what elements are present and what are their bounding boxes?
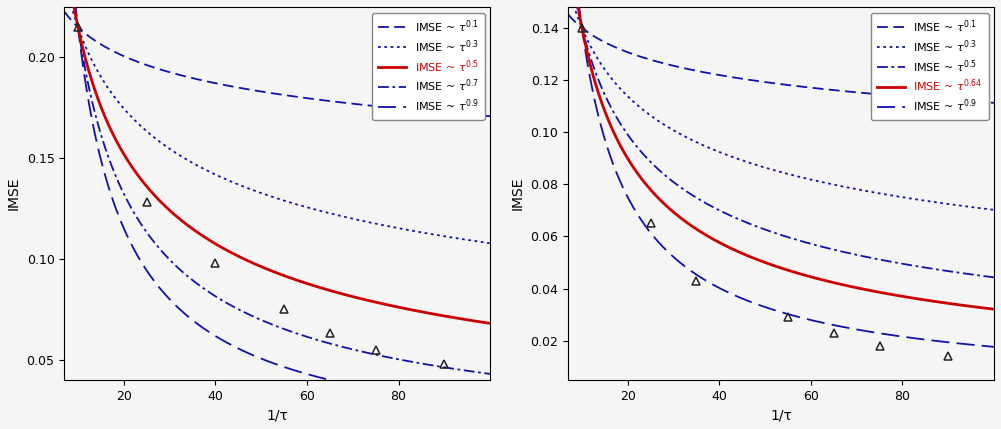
X-axis label: 1/τ: 1/τ xyxy=(770,408,792,422)
Legend: IMSE ~ $\tau^{0.1}$, IMSE ~ $\tau^{0.3}$, IMSE ~ $\tau^{0.5}$, IMSE ~ $\tau^{0.6: IMSE ~ $\tau^{0.1}$, IMSE ~ $\tau^{0.3}$… xyxy=(871,12,989,120)
X-axis label: 1/τ: 1/τ xyxy=(266,408,288,422)
Legend: IMSE ~ $\tau^{0.1}$, IMSE ~ $\tau^{0.3}$, IMSE ~ $\tau^{0.5}$, IMSE ~ $\tau^{0.7: IMSE ~ $\tau^{0.1}$, IMSE ~ $\tau^{0.3}$… xyxy=(372,12,484,120)
Y-axis label: IMSE: IMSE xyxy=(511,177,525,210)
Y-axis label: IMSE: IMSE xyxy=(7,177,21,210)
